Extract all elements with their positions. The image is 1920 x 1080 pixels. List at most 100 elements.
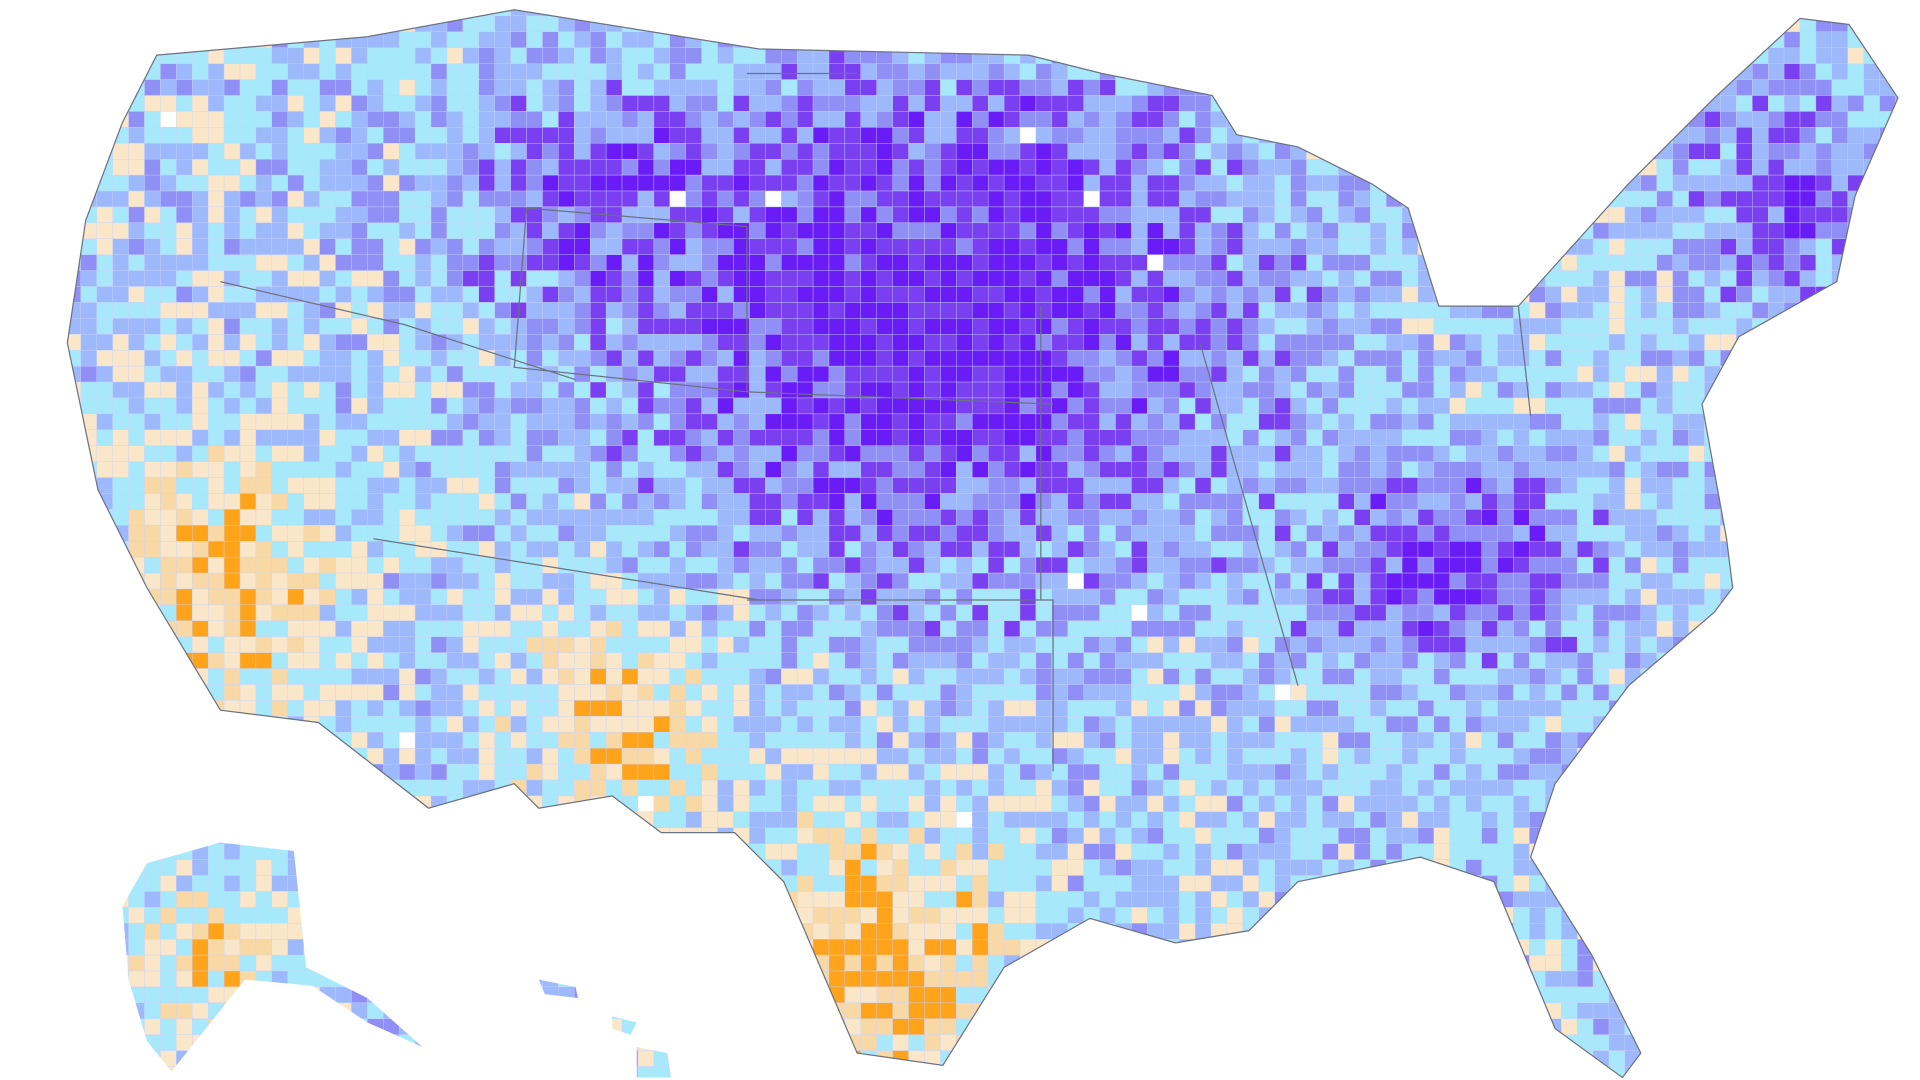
county — [430, 461, 448, 478]
county — [717, 111, 734, 128]
county — [637, 31, 655, 48]
county — [1911, 207, 1920, 223]
county — [1179, 190, 1196, 208]
county — [414, 334, 432, 351]
county — [972, 334, 989, 351]
county — [192, 302, 209, 319]
county — [1561, 15, 1578, 33]
county — [1401, 286, 1419, 303]
county — [908, 541, 925, 558]
county — [1831, 365, 1848, 383]
county — [510, 79, 527, 96]
county — [399, 31, 416, 48]
county — [1608, 350, 1626, 367]
county — [1672, 206, 1689, 224]
county — [590, 365, 607, 383]
county — [701, 636, 718, 653]
county — [892, 588, 909, 606]
county — [1608, 111, 1626, 128]
county — [1306, 238, 1323, 255]
county — [605, 190, 623, 208]
county — [494, 302, 511, 319]
county — [1672, 461, 1689, 478]
county — [781, 206, 798, 224]
county — [749, 525, 766, 542]
county — [1433, 9, 1450, 17]
county — [1736, 111, 1753, 128]
county — [383, 413, 400, 430]
county — [255, 63, 273, 80]
county — [844, 652, 862, 669]
county — [1895, 302, 1898, 319]
county — [892, 238, 909, 255]
county — [383, 334, 400, 351]
county — [1465, 31, 1482, 48]
county — [1242, 652, 1259, 669]
county — [1290, 174, 1307, 192]
county — [1131, 636, 1148, 653]
county — [860, 493, 877, 510]
county — [1799, 525, 1817, 542]
county — [1179, 270, 1196, 287]
county — [1258, 47, 1275, 64]
county — [1131, 159, 1148, 176]
county — [987, 206, 1005, 224]
county — [239, 127, 257, 144]
county — [1863, 222, 1880, 239]
county — [96, 572, 113, 590]
county — [1051, 445, 1068, 462]
county — [1640, 620, 1657, 637]
county — [972, 95, 989, 112]
county — [1370, 461, 1387, 478]
county — [1767, 541, 1785, 558]
county — [1783, 15, 1801, 33]
county — [765, 509, 782, 526]
county — [510, 477, 527, 494]
county — [637, 365, 655, 383]
county — [701, 143, 718, 160]
county — [1035, 143, 1053, 160]
county — [637, 397, 655, 415]
county — [1179, 525, 1196, 542]
county — [1099, 620, 1116, 637]
county — [1640, 95, 1657, 112]
county — [1576, 429, 1594, 446]
county — [1385, 636, 1403, 653]
county — [430, 556, 448, 574]
county — [1370, 541, 1387, 558]
county — [860, 95, 877, 112]
county — [844, 413, 862, 430]
county — [1863, 318, 1880, 335]
county — [1847, 620, 1864, 637]
county — [526, 111, 543, 128]
county — [96, 493, 113, 510]
county — [207, 334, 225, 351]
county — [637, 588, 655, 606]
county — [1194, 461, 1212, 478]
county — [462, 604, 479, 622]
county — [335, 318, 352, 335]
county — [892, 270, 909, 287]
county — [1051, 365, 1068, 383]
county — [940, 79, 957, 96]
county — [892, 429, 909, 446]
county — [1624, 9, 1642, 17]
county — [1306, 636, 1323, 653]
county — [462, 286, 479, 303]
county — [812, 111, 830, 128]
county — [1019, 604, 1037, 622]
county — [1147, 15, 1164, 33]
county — [49, 127, 65, 143]
county — [733, 159, 750, 176]
county — [812, 636, 830, 653]
county — [1274, 206, 1291, 224]
county — [1895, 588, 1898, 606]
county — [1895, 334, 1898, 351]
county — [160, 445, 177, 462]
county — [1672, 31, 1689, 48]
county — [1752, 477, 1769, 494]
county — [653, 652, 670, 669]
county — [1003, 79, 1021, 96]
county — [1306, 541, 1323, 558]
county — [383, 588, 400, 606]
